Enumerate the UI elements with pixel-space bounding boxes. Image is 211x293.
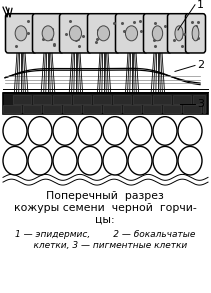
Ellipse shape [42,26,54,41]
Bar [193,95,205,103]
Ellipse shape [98,99,101,103]
Ellipse shape [175,26,183,41]
Ellipse shape [24,100,27,105]
Ellipse shape [53,146,77,175]
Ellipse shape [75,98,77,102]
Ellipse shape [77,100,80,105]
Bar [203,105,205,113]
Ellipse shape [47,101,49,106]
Bar [133,95,151,103]
FancyBboxPatch shape [115,14,147,53]
Bar [33,95,51,103]
Ellipse shape [15,99,18,103]
Ellipse shape [154,102,157,107]
Bar [123,105,141,113]
Ellipse shape [97,26,110,41]
Ellipse shape [18,96,20,101]
Ellipse shape [105,96,108,101]
Ellipse shape [152,26,163,41]
Ellipse shape [135,102,138,107]
Ellipse shape [157,95,159,100]
FancyBboxPatch shape [185,14,206,53]
Ellipse shape [153,146,177,175]
Ellipse shape [28,146,52,175]
Bar [143,105,161,113]
Bar [163,105,181,113]
FancyBboxPatch shape [143,14,172,53]
Ellipse shape [78,146,102,175]
Ellipse shape [192,26,199,41]
Bar [93,95,111,103]
Ellipse shape [49,102,51,107]
Ellipse shape [161,101,164,106]
Bar [73,95,91,103]
Bar [3,105,21,113]
Bar [63,105,81,113]
Bar [183,105,201,113]
Ellipse shape [78,117,102,145]
Bar [173,95,191,103]
Ellipse shape [22,96,25,101]
Ellipse shape [178,146,202,175]
Ellipse shape [178,117,202,145]
Ellipse shape [128,117,152,145]
Text: клетки, 3 — пигментные клетки: клетки, 3 — пигментные клетки [22,241,188,250]
Ellipse shape [69,26,82,41]
Text: 3: 3 [197,98,204,109]
FancyBboxPatch shape [5,14,37,53]
Text: 1: 1 [197,0,204,10]
FancyBboxPatch shape [60,14,92,53]
Ellipse shape [131,100,133,105]
Text: 1 — эпидермис,        2 — бокальчатые: 1 — эпидермис, 2 — бокальчатые [15,230,195,239]
Ellipse shape [153,117,177,145]
Text: кожуры семени  черной  горчи-: кожуры семени черной горчи- [14,202,196,213]
Bar [153,95,171,103]
Ellipse shape [70,99,73,103]
Bar [103,105,121,113]
Ellipse shape [15,26,27,41]
Ellipse shape [42,102,45,107]
Bar [53,95,71,103]
Ellipse shape [103,101,105,106]
FancyBboxPatch shape [88,14,119,53]
Ellipse shape [159,95,162,100]
Text: 2: 2 [197,60,204,71]
Bar [23,105,41,113]
Bar [13,95,31,103]
Ellipse shape [128,146,152,175]
Ellipse shape [126,99,128,103]
Ellipse shape [51,96,54,101]
Ellipse shape [72,100,75,105]
Ellipse shape [100,102,103,107]
Ellipse shape [45,100,47,105]
Ellipse shape [79,96,82,101]
Ellipse shape [53,117,77,145]
Ellipse shape [152,98,155,102]
Ellipse shape [107,101,110,106]
Ellipse shape [125,26,138,41]
Bar [43,105,61,113]
Bar [113,95,131,103]
Ellipse shape [103,117,127,145]
Ellipse shape [28,117,52,145]
FancyBboxPatch shape [168,14,191,53]
Bar [3,93,208,114]
Ellipse shape [3,146,27,175]
Text: Поперечный  разрез: Поперечный разрез [46,190,164,200]
Ellipse shape [20,99,22,103]
Ellipse shape [103,146,127,175]
Ellipse shape [128,98,131,102]
Ellipse shape [3,117,27,145]
FancyBboxPatch shape [32,14,64,53]
Bar [83,105,101,113]
Ellipse shape [133,102,136,107]
Text: цы:: цы: [95,215,115,225]
